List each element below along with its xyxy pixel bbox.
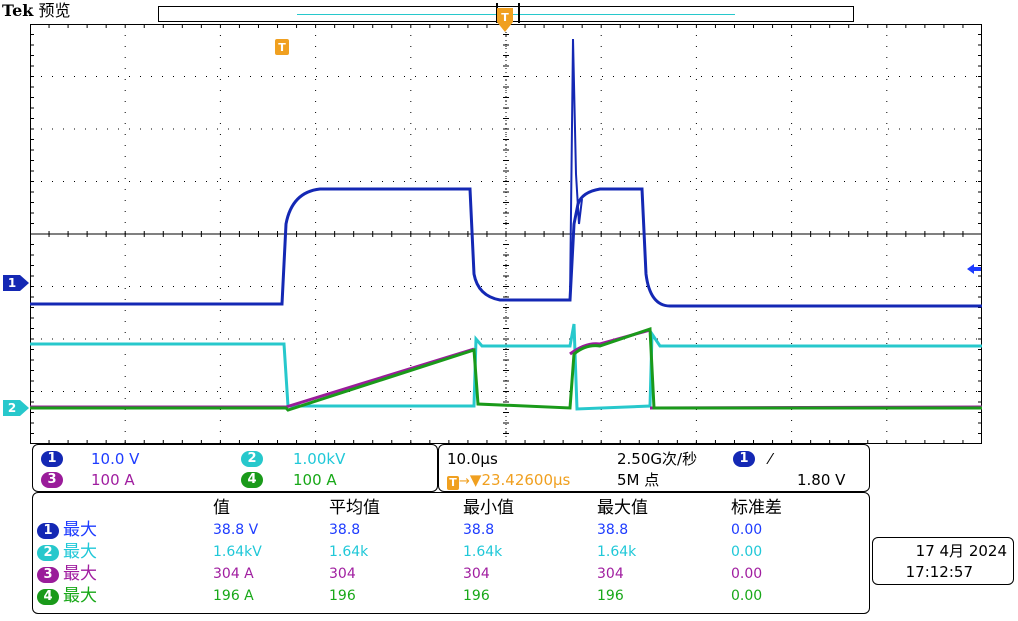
arrow-right-icon: → bbox=[459, 474, 470, 489]
ch2-scale: 1.00kV bbox=[293, 450, 346, 468]
meas-ch2-badge[interactable]: 2 bbox=[37, 545, 59, 561]
trigger-level[interactable]: 1.80 V bbox=[797, 471, 846, 489]
meas-ch3-badge[interactable]: 3 bbox=[37, 567, 59, 583]
header-value: 值 bbox=[213, 498, 230, 518]
meas-type: 最大 bbox=[63, 564, 97, 584]
header-mean: 平均值 bbox=[329, 498, 380, 518]
ch1-scale: 10.0 V bbox=[91, 450, 140, 468]
time: 17:12:57 bbox=[905, 563, 973, 581]
scope-brand: Tek 预览 bbox=[2, 2, 70, 20]
mode-label: 预览 bbox=[38, 1, 71, 20]
date: 17 4月 2024 bbox=[915, 542, 1007, 560]
svg-text:1: 1 bbox=[8, 276, 16, 290]
sample-rate: 2.50G次/秒 bbox=[617, 450, 698, 468]
brand-logo: Tek bbox=[2, 1, 34, 20]
svg-text:T: T bbox=[501, 11, 509, 24]
ch2-badge[interactable]: 2 bbox=[241, 451, 263, 467]
meas-mean-cell: 196 bbox=[329, 588, 356, 604]
meas-value-cell: 38.8 V bbox=[213, 522, 259, 538]
meas-std-cell: 0.00 bbox=[731, 588, 763, 604]
graticule bbox=[30, 24, 982, 444]
waveforms bbox=[30, 38, 982, 412]
trigger-position-value: ▼23.42600µs bbox=[469, 471, 571, 489]
meas-min-cell: 304 bbox=[463, 566, 490, 582]
meas-min-cell: 1.64k bbox=[463, 544, 503, 560]
meas-ch1-badge[interactable]: 1 bbox=[37, 523, 59, 539]
meas-max-cell: 38.8 bbox=[597, 522, 629, 538]
trigger-t-icon: T bbox=[447, 476, 459, 490]
meas-value-cell: 1.64kV bbox=[213, 544, 262, 560]
record-waveform-line bbox=[297, 14, 735, 15]
svg-text:2: 2 bbox=[8, 401, 16, 415]
ch1-ground-marker[interactable]: 1 bbox=[2, 274, 30, 292]
trigger-position-marker[interactable]: T bbox=[495, 6, 515, 34]
acquisition-panel: 10.0µs 2.50G次/秒 1 ⁄ T →▼23.42600µs 5M 点 1… bbox=[438, 444, 870, 492]
meas-max-cell: 304 bbox=[597, 566, 624, 582]
header-stddev: 标准差 bbox=[731, 498, 782, 518]
meas-mean-cell: 1.64k bbox=[329, 544, 369, 560]
meas-min-cell: 196 bbox=[463, 588, 490, 604]
meas-type: 最大 bbox=[63, 542, 97, 562]
trigger-level-arrow-icon[interactable] bbox=[966, 262, 982, 276]
ch1-badge[interactable]: 1 bbox=[41, 451, 63, 467]
waveform-ch1-spike bbox=[569, 38, 583, 301]
meas-value-cell: 304 A bbox=[213, 566, 254, 582]
measurement-panel: 值 平均值 最小值 最大值 标准差 1 最大 38.8 V 38.8 38.8 38.8 0… bbox=[32, 492, 870, 614]
meas-value-cell: 196 A bbox=[213, 588, 254, 604]
meas-ch4-badge[interactable]: 4 bbox=[37, 589, 59, 605]
trigger-time-marker: T bbox=[275, 39, 289, 55]
ch3-scale: 100 A bbox=[91, 471, 135, 489]
time-per-div[interactable]: 10.0µs bbox=[447, 450, 498, 468]
meas-std-cell: 0.00 bbox=[731, 566, 763, 582]
header-max: 最大值 bbox=[597, 498, 648, 518]
ch4-badge[interactable]: 4 bbox=[241, 472, 263, 488]
meas-min-cell: 38.8 bbox=[463, 522, 495, 538]
svg-text:T: T bbox=[278, 41, 286, 54]
channel-scale-panel: 1 10.0 V 2 1.00kV 3 100 A 4 100 A bbox=[32, 444, 438, 492]
meas-mean-cell: 38.8 bbox=[329, 522, 361, 538]
meas-type: 最大 bbox=[63, 586, 97, 606]
ch3-badge[interactable]: 3 bbox=[41, 472, 63, 488]
trigger-position[interactable]: T →▼23.42600µs bbox=[447, 471, 570, 491]
date-time-panel[interactable]: 17 4月 2024 17:12:57 bbox=[872, 537, 1014, 585]
ch2-ground-marker[interactable]: 2 bbox=[2, 399, 30, 417]
meas-std-cell: 0.00 bbox=[731, 544, 763, 560]
trigger-slope-icon: ⁄ bbox=[769, 450, 772, 468]
meas-std-cell: 0.00 bbox=[731, 522, 763, 538]
trigger-source-badge[interactable]: 1 bbox=[733, 451, 755, 467]
meas-type: 最大 bbox=[63, 520, 97, 540]
meas-max-cell: 196 bbox=[597, 588, 624, 604]
meas-max-cell: 1.64k bbox=[597, 544, 637, 560]
meas-mean-cell: 304 bbox=[329, 566, 356, 582]
record-length: 5M 点 bbox=[617, 471, 660, 489]
ch4-scale: 100 A bbox=[293, 471, 337, 489]
waveform-ch4 bbox=[30, 326, 982, 412]
waveform-display[interactable] bbox=[30, 24, 982, 444]
header-min: 最小值 bbox=[463, 498, 514, 518]
